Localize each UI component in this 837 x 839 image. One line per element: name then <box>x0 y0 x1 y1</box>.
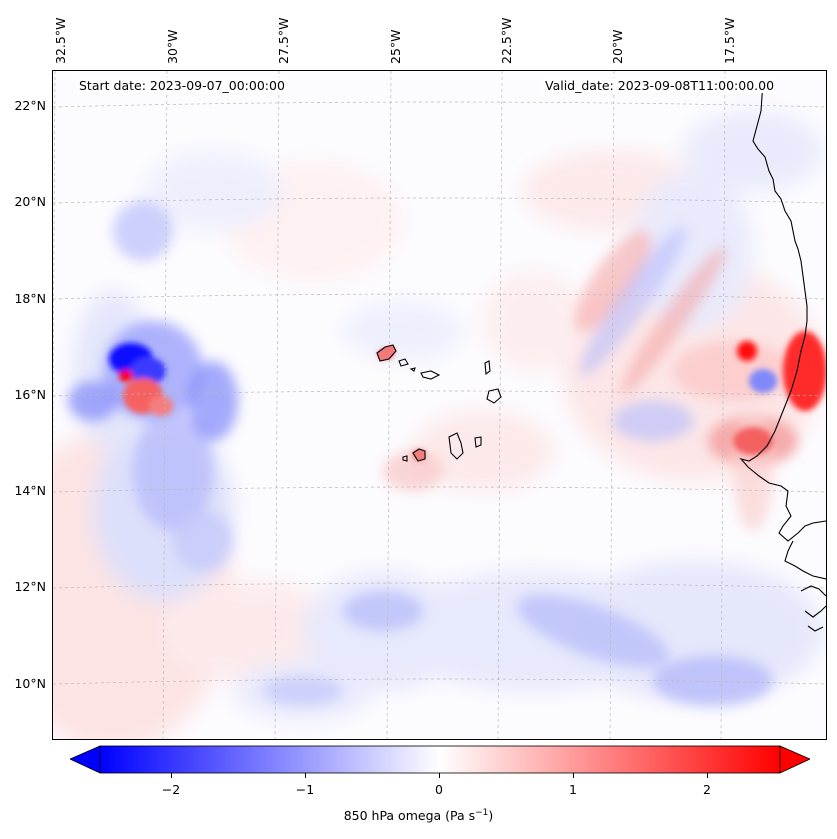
colorbar-tickmark-neg1 <box>305 773 306 778</box>
island-sao-nicolau <box>420 370 441 380</box>
colorbar-label-text: 850 hPa omega (Pa s <box>343 808 476 824</box>
colorbar-tickmark-2 <box>707 773 708 778</box>
coast-lower-1 <box>784 540 826 580</box>
colorbar-tickmark-0 <box>439 773 440 778</box>
colorbar-tick-0: 0 <box>435 782 443 797</box>
colorbar-label-close: ) <box>488 808 494 824</box>
colorbar-extend-left <box>69 745 101 774</box>
island-sal <box>484 360 491 376</box>
colorbar-tick-1: 1 <box>569 782 577 797</box>
lon-label-17-5w: 17.5°W <box>722 17 737 64</box>
lat-label-14n: 14°N <box>14 483 46 498</box>
valid-date-text: Valid_date: 2023-09-08T11:00:00.00 <box>543 78 777 93</box>
lon-label-22-5w: 22.5°W <box>499 17 514 64</box>
colorbar-tick-neg1: −1 <box>295 782 315 797</box>
lat-label-12n: 12°N <box>14 579 46 594</box>
colorbar-tick-neg2: −2 <box>161 782 181 797</box>
lat-label-18n: 18°N <box>14 291 46 306</box>
map-panel <box>52 70 827 740</box>
lon-label-27-5w: 27.5°W <box>276 17 291 64</box>
lat-label-22n: 22°N <box>14 98 46 113</box>
coast-lower-4 <box>807 625 824 632</box>
island-santiago <box>448 432 464 460</box>
colorbar <box>69 745 811 775</box>
island-boa-vista <box>486 388 502 404</box>
lat-label-20n: 20°N <box>14 194 46 209</box>
island-brava <box>402 455 408 462</box>
graticule <box>53 71 826 739</box>
island-fogo <box>412 448 426 462</box>
colorbar-tickmark-neg2 <box>171 773 172 778</box>
island-sao-vicente <box>398 358 409 367</box>
lon-label-32-5w: 32.5°W <box>53 17 68 64</box>
lon-label-30w: 30°W <box>165 29 180 64</box>
colorbar-label: 850 hPa omega (Pa s−1) <box>0 808 837 823</box>
coastlines <box>739 80 826 632</box>
island-maio <box>474 436 482 448</box>
colorbar-tick-2: 2 <box>703 782 711 797</box>
island-santo-antao <box>376 344 397 362</box>
lat-label-10n: 10°N <box>14 676 46 691</box>
colorbar-graphic <box>69 745 811 774</box>
colorbar-label-exponent: −1 <box>475 808 489 818</box>
lon-label-25w: 25°W <box>388 29 403 64</box>
lat-label-16n: 16°N <box>14 387 46 402</box>
colorbar-body <box>99 745 781 774</box>
cape-verde-islands <box>376 344 502 462</box>
island-santa-luzia <box>409 367 416 372</box>
start-date-text: Start date: 2023-09-07_00:00:00 <box>77 78 287 93</box>
africa-coastline <box>739 80 826 542</box>
coast-lower-3 <box>804 605 826 618</box>
coast-lower-2 <box>800 585 826 597</box>
colorbar-extend-right <box>779 745 811 774</box>
colorbar-tickmark-1 <box>573 773 574 778</box>
lon-label-20w: 20°W <box>610 29 625 64</box>
omega-field-map <box>53 71 826 739</box>
